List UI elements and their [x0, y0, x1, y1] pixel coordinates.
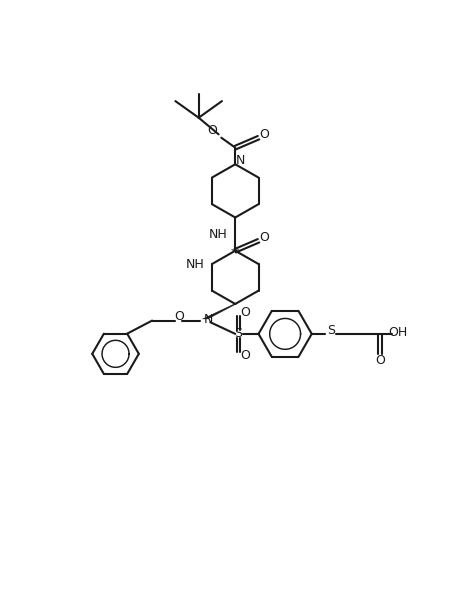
Text: NH: NH [186, 258, 205, 271]
Text: S: S [235, 327, 243, 340]
Text: O: O [260, 231, 270, 244]
Text: O: O [174, 310, 184, 323]
Polygon shape [231, 250, 239, 251]
Text: O: O [208, 124, 218, 137]
Text: S: S [327, 324, 335, 337]
Text: N: N [204, 313, 213, 326]
Text: N: N [236, 155, 245, 168]
Polygon shape [202, 304, 236, 319]
Text: O: O [260, 128, 270, 141]
Text: O: O [375, 354, 385, 367]
Text: O: O [240, 305, 250, 318]
Text: OH: OH [388, 326, 408, 339]
Text: NH: NH [209, 227, 228, 240]
Text: O: O [240, 349, 250, 362]
